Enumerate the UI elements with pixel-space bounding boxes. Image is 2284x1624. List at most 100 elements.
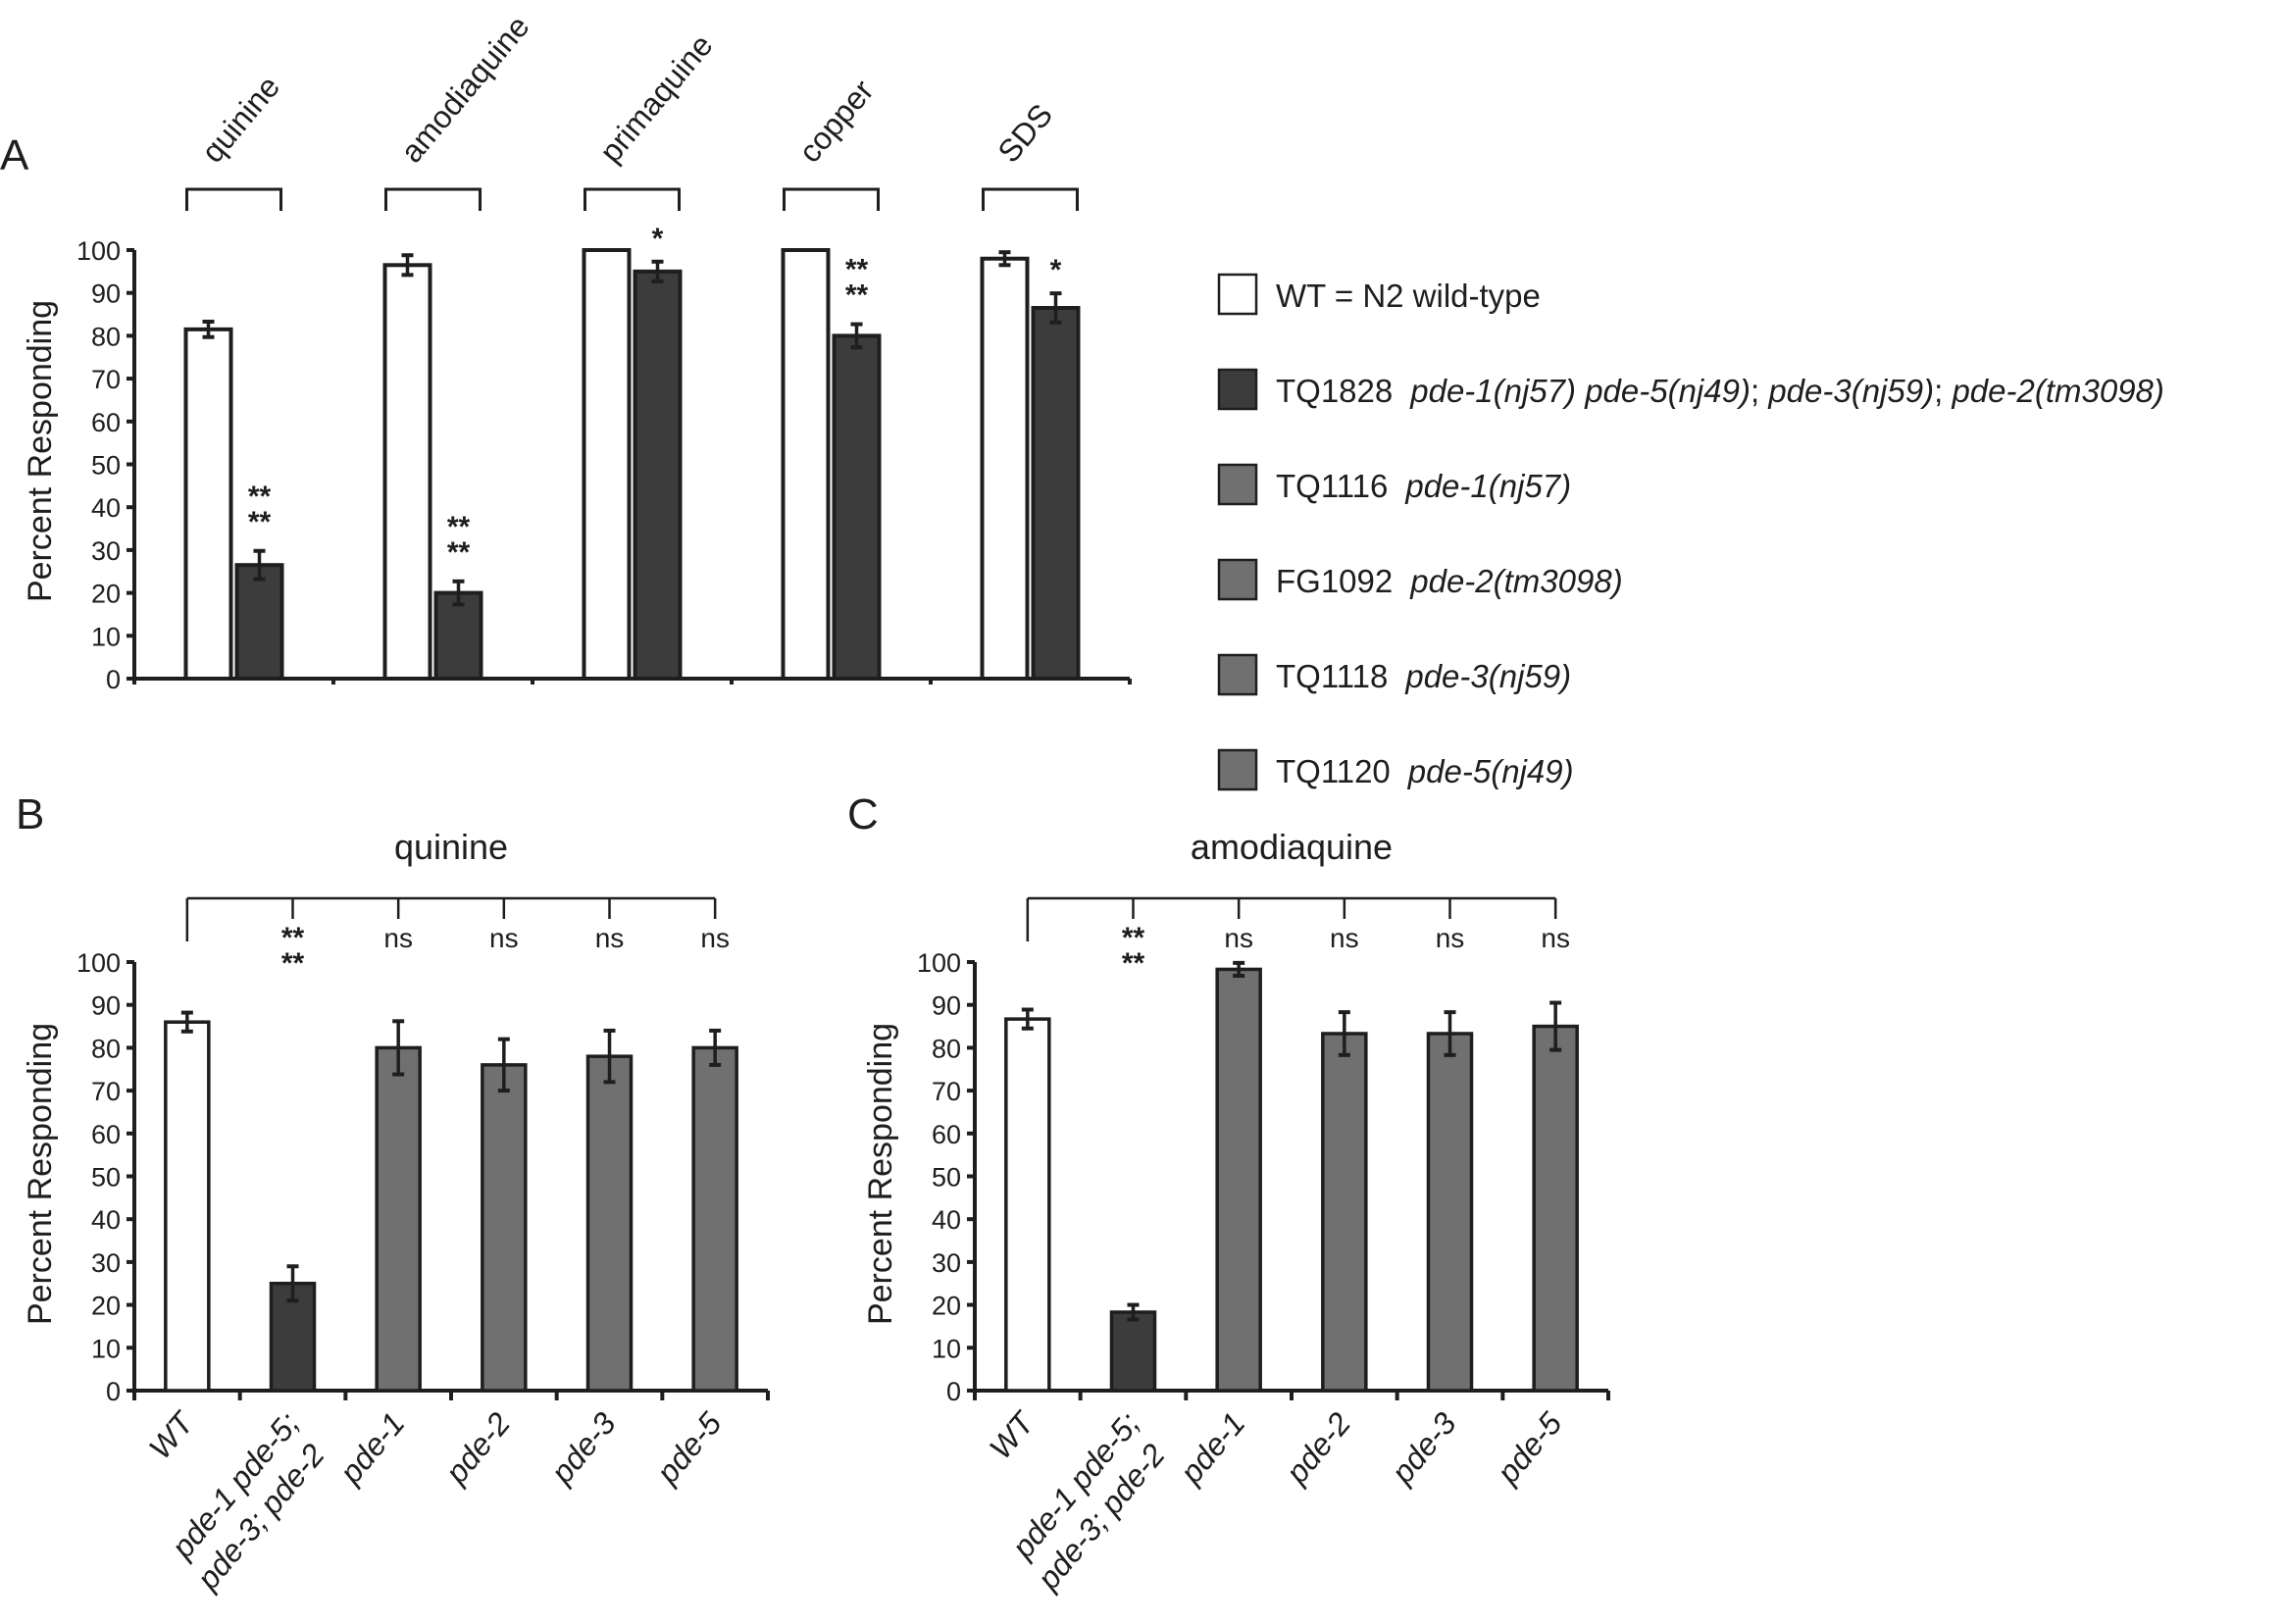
significance-label: **: [281, 922, 305, 954]
legend-swatch-single: [1217, 463, 1258, 506]
legend-label: FG1092 pde-2(tm3098): [1276, 563, 1623, 599]
bar-pde-1: [1215, 967, 1262, 1393]
y-tick-label: 40: [91, 1205, 121, 1235]
group-label-sds: SDS: [990, 97, 1059, 170]
bar-tq1828-quinine: [234, 563, 284, 682]
bar-pde-5: [1532, 1024, 1579, 1393]
y-tick-label: 90: [91, 991, 121, 1021]
panel-letter-b: B: [16, 790, 44, 838]
panel-letter-c: C: [847, 790, 879, 838]
legend-genotype: pde-5(nj49): [1407, 753, 1574, 789]
significance-label: *: [1050, 254, 1062, 286]
x-category-label: pde-2: [1278, 1405, 1357, 1491]
y-tick-label: 0: [946, 1377, 961, 1406]
bar-wt-amodiaquine: [382, 263, 432, 681]
panel-c-chart: 0 10 20 30 40 50 60 70 80 90 100 **** ns ns ns ns WT pde-…: [917, 896, 1610, 1597]
group-label-quinine: quinine: [194, 69, 286, 169]
y-tick-label: 10: [91, 1334, 121, 1363]
bar-wt: [1004, 1017, 1051, 1393]
bar-pde-3: [585, 1054, 634, 1393]
bar-tq1828-primaquine: [633, 269, 683, 681]
legend-strain: TQ1120: [1276, 753, 1391, 789]
y-tick-label: 20: [91, 1292, 121, 1321]
legend-swatch-single: [1217, 653, 1258, 696]
y-tick-label: 30: [91, 536, 121, 566]
y-tick-label: 20: [932, 1292, 961, 1321]
bar-pde-2: [481, 1063, 528, 1393]
y-tick-label: 100: [76, 236, 121, 266]
y-tick-label: 50: [91, 451, 121, 481]
legend-strain: WT = N2 wild-type: [1276, 278, 1541, 314]
bar-pde-2: [1321, 1032, 1368, 1393]
bar-wt-copper: [781, 248, 831, 681]
significance-label: ns: [489, 923, 519, 953]
legend-swatch-single: [1217, 748, 1258, 791]
y-tick-label: 80: [91, 1034, 121, 1063]
y-tick-label: 30: [932, 1248, 961, 1278]
y-tick-label: 60: [91, 408, 121, 437]
y-tick-label: 50: [91, 1163, 121, 1193]
bar-wt-quinine: [183, 327, 233, 681]
legend-label: TQ1120 pde-5(nj49): [1276, 753, 1574, 789]
significance-label-row2: **: [845, 279, 869, 312]
significance-label-row2: **: [281, 947, 305, 980]
bar-pde-1-pde-5-pde-3-pde-2: [1109, 1310, 1157, 1393]
significance-label-row2: **: [447, 536, 471, 569]
group-label-primaquine: primaquine: [592, 27, 719, 169]
y-tick-label: 80: [91, 322, 121, 351]
significance-label: ns: [1541, 923, 1570, 953]
y-tick-label: 90: [91, 279, 121, 309]
significance-label-row2: **: [248, 506, 272, 538]
bar-pde-3: [1426, 1032, 1474, 1393]
y-tick-label: 70: [932, 1077, 961, 1106]
y-tick-label: 60: [932, 1120, 961, 1149]
x-category-label: WT: [983, 1403, 1042, 1465]
x-category-label: WT: [142, 1403, 202, 1465]
panel-b-ylabel: Percent Responding: [22, 1023, 59, 1325]
group-bracket: [384, 187, 482, 211]
legend-genotype: pde-3(nj59): [1404, 658, 1571, 694]
bar-pde-5: [691, 1045, 738, 1393]
bar-wt-sds: [980, 256, 1030, 681]
significance-label-row2: **: [1122, 947, 1145, 980]
bar-wt: [164, 1020, 211, 1393]
y-tick-label: 90: [932, 991, 961, 1021]
significance-label: ns: [1330, 923, 1359, 953]
group-bracket: [584, 187, 681, 211]
legend-strain: TQ1828: [1276, 373, 1393, 409]
panel-a-ylabel: Percent Responding: [22, 300, 59, 602]
bar-wt-primaquine: [582, 248, 632, 681]
bar-pde-1-pde-5-pde-3-pde-2: [269, 1282, 317, 1393]
x-category-label: pde-5: [649, 1405, 729, 1491]
legend-genotype3: pde-2(tm3098): [1951, 373, 2163, 409]
legend-swatch-single: [1217, 558, 1258, 601]
significance-label: ns: [383, 923, 413, 953]
legend-genotype: pde-1(nj57): [1404, 468, 1571, 504]
y-tick-label: 30: [91, 1248, 121, 1278]
significance-label: ns: [1224, 923, 1253, 953]
bar-pde-1: [375, 1045, 422, 1393]
significance-label: *: [652, 223, 664, 255]
y-tick-label: 40: [91, 493, 121, 523]
y-tick-label: 100: [917, 948, 961, 978]
bar-tq1828-copper: [832, 333, 882, 681]
y-tick-label: 60: [91, 1120, 121, 1149]
group-bracket: [185, 187, 282, 211]
group-bracket: [783, 187, 880, 211]
x-category-label: pde-5: [1490, 1405, 1569, 1491]
panel-c-ylabel: Percent Responding: [862, 1023, 899, 1325]
legend-genotype: pde-1(nj57) pde-5(nj49): [1409, 373, 1751, 409]
x-category-label: pde-1: [1173, 1405, 1252, 1491]
panel-letter-a: A: [0, 131, 29, 179]
legend-label: TQ1828 pde-1(nj57) pde-5(nj49); pde-3(nj5…: [1276, 373, 2164, 409]
x-category-label: pde-1: [332, 1405, 412, 1491]
legend-strain: TQ1116: [1276, 468, 1388, 504]
significance-label: **: [1122, 922, 1145, 954]
panel-c-title: amodiaquine: [1191, 827, 1393, 867]
panel-b-title: quinine: [394, 827, 508, 867]
legend-swatch-wt: [1217, 273, 1258, 316]
legend-swatch-tq1828: [1217, 368, 1258, 411]
y-tick-label: 10: [932, 1334, 961, 1363]
significance-label: ns: [700, 923, 730, 953]
